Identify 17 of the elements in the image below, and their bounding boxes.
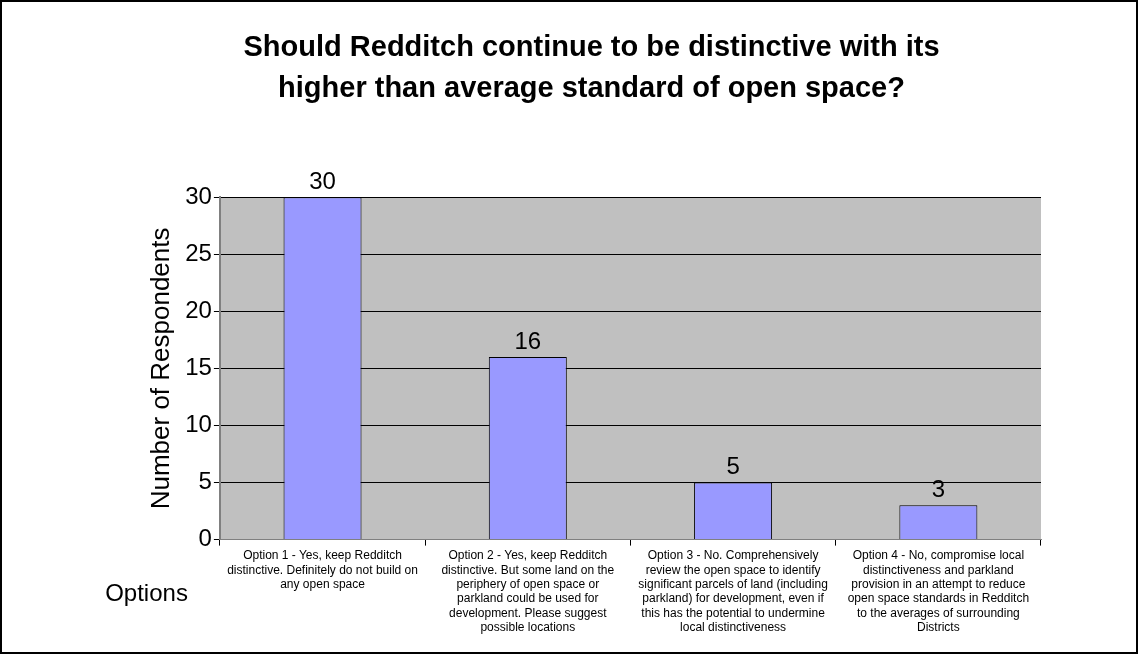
chart-title: Should Redditch continue to be distinctive with its higher than average standard of open space?	[243, 30, 940, 103]
x-axis-title: Options	[105, 579, 188, 607]
data-label: 30	[309, 166, 336, 194]
x-tick-label: Option 3 - No. Comprehensively review the open space to identify significant parcels of land (including parkland) for development, even if this has the potential to undermine local distinctiveness	[638, 548, 828, 635]
y-axis-title: Number of Respondents	[144, 227, 175, 510]
x-tick-label: Option 1 - Yes, keep Redditch distinctive. Definitely do not build on any open space	[227, 548, 418, 591]
y-tick-label: 20	[185, 295, 212, 323]
y-tick-label: 5	[198, 467, 212, 495]
y-tick-label: 15	[185, 353, 212, 381]
x-tick-label: Option 2 - Yes, keep Redditch distinctive. But some land on the periphery of open space or parkland could be used for development. Please suggest possible locations	[441, 548, 615, 635]
data-label: 16	[514, 326, 542, 354]
y-tick-label: 25	[185, 238, 212, 266]
y-tick-label: 0	[198, 524, 212, 552]
data-label: 5	[726, 452, 740, 480]
x-tick-label: Option 4 - No, compromise local distinctiveness and parkland provision in an attempt to reduce open space standards in Redditch to the averages of surrounding Districts	[847, 548, 1030, 635]
y-tick-label: 10	[185, 410, 212, 438]
y-tick-label: 30	[185, 181, 212, 209]
